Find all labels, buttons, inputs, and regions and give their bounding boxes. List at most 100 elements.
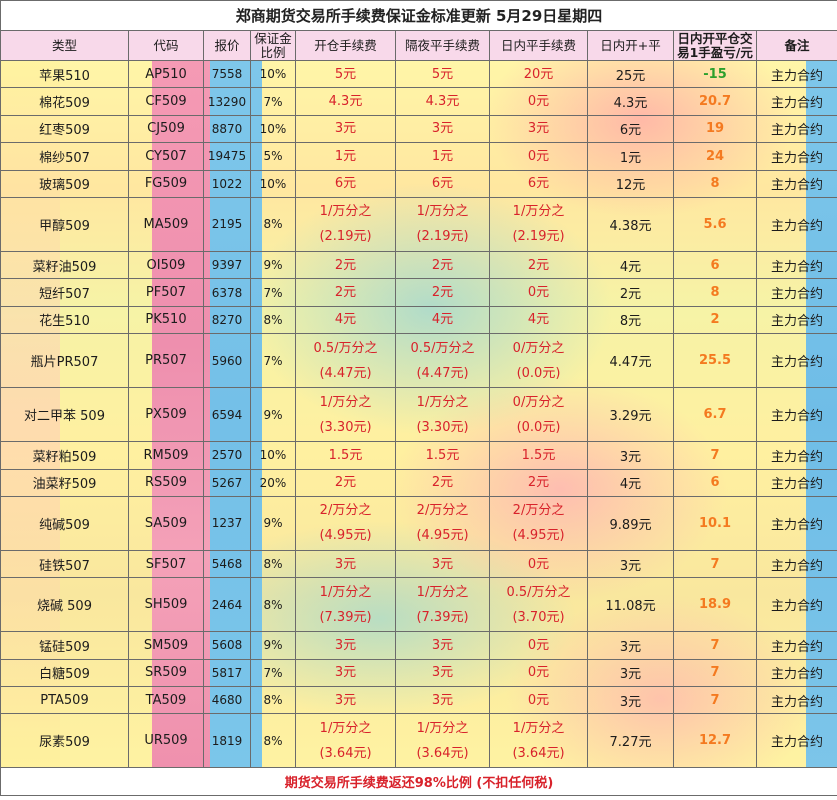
pnl-value: 7 xyxy=(673,549,757,579)
intraday-fee-line: (4.95元) xyxy=(512,528,565,544)
header-pnl-line2: 易1手盈亏/元 xyxy=(677,44,753,60)
intraday-fee-line: 2/万分之 xyxy=(512,503,565,519)
intraday-total: 9.89元 xyxy=(587,495,674,551)
quote-price: 1819 xyxy=(203,713,251,769)
open-fee-line: 2元 xyxy=(334,475,357,491)
footer-note: 期货交易所手续费返还98%比例 (不扣任何税) xyxy=(0,767,837,797)
open-fee-line: 3元 xyxy=(334,121,357,137)
quote-price: 9397 xyxy=(203,250,251,280)
product-code: SA509 xyxy=(128,495,204,551)
product-name: 甲醇509 xyxy=(0,196,129,252)
open-fee-line: (4.47元) xyxy=(319,365,372,381)
table-row: 棉纱507 CY507 19475 5% 1元 1元 0元 1元 24 主力合约 xyxy=(0,142,837,171)
overnight-fee-cell: 1/万分之 (7.39元) xyxy=(395,577,490,633)
open-fee-cell: 6元 xyxy=(295,169,396,198)
open-fee-cell: 1/万分之 (7.39元) xyxy=(295,577,396,633)
margin-ratio: 10% xyxy=(250,59,296,89)
open-fee-cell: 2元 xyxy=(295,468,396,497)
open-fee-line: 3元 xyxy=(334,637,357,653)
overnight-fee-cell: 1.5元 xyxy=(395,441,490,470)
open-fee-line: (3.30元) xyxy=(319,419,372,435)
overnight-fee-line: 2元 xyxy=(431,285,454,301)
pnl-value: 7 xyxy=(673,686,757,715)
overnight-fee-line: 5元 xyxy=(431,66,454,82)
overnight-fee-cell: 3元 xyxy=(395,549,490,579)
table-row: 棉花509 CF509 13290 7% 4.3元 4.3元 0元 4.3元 20.7 主力合约 xyxy=(0,87,837,116)
table-row: 锰硅509 SM509 5608 9% 3元 3元 0元 3元 7 主力合约 xyxy=(0,631,837,660)
margin-ratio: 9% xyxy=(250,250,296,280)
quote-price: 19475 xyxy=(203,142,251,171)
intraday-total: 4元 xyxy=(587,250,674,280)
product-name: 对二甲苯 509 xyxy=(0,387,129,443)
intraday-fee-line: 0元 xyxy=(527,665,550,681)
open-fee-cell: 1/万分之 (2.19元) xyxy=(295,196,396,252)
overnight-fee-line: (7.39元) xyxy=(416,609,469,625)
margin-ratio: 9% xyxy=(250,495,296,551)
product-code: SF507 xyxy=(128,549,204,579)
overnight-fee-line: 4元 xyxy=(431,312,454,328)
overnight-fee-line: 3元 xyxy=(431,692,454,708)
table-row: 油菜籽509 RS509 5267 20% 2元 2元 2元 4元 6 主力合约 xyxy=(0,468,837,497)
product-name: 花生510 xyxy=(0,305,129,335)
pnl-value: 2 xyxy=(673,305,757,335)
intraday-total: 11.08元 xyxy=(587,577,674,633)
quote-price: 8270 xyxy=(203,305,251,335)
note-main-contract: 主力合约 xyxy=(755,387,837,443)
intraday-fee-line: (3.70元) xyxy=(512,609,565,625)
product-name: 烧碱 509 xyxy=(0,577,129,633)
intraday-fee-line: 0元 xyxy=(527,692,550,708)
product-code: TA509 xyxy=(128,686,204,715)
quote-price: 5468 xyxy=(203,549,251,579)
open-fee-line: 1/万分之 xyxy=(319,584,372,600)
overnight-fee-line: 6元 xyxy=(431,176,454,192)
overnight-fee-cell: 1元 xyxy=(395,142,490,171)
intraday-total: 2元 xyxy=(587,278,674,307)
intraday-fee-line: 3元 xyxy=(527,121,550,137)
product-code: SH509 xyxy=(128,577,204,633)
note-main-contract: 主力合约 xyxy=(755,114,837,144)
note-main-contract: 主力合约 xyxy=(755,305,837,335)
margin-ratio: 8% xyxy=(250,713,296,769)
open-fee-cell: 1/万分之 (3.30元) xyxy=(295,387,396,443)
product-code: PR507 xyxy=(128,333,204,389)
overnight-fee-line: 1/万分之 xyxy=(416,394,469,410)
overnight-fee-cell: 0.5/万分之 (4.47元) xyxy=(395,333,490,389)
intraday-total: 4.3元 xyxy=(587,87,674,116)
header-price: 报价 xyxy=(203,30,251,61)
product-code: FG509 xyxy=(128,169,204,198)
intraday-total: 3元 xyxy=(587,441,674,470)
product-name: 纯碱509 xyxy=(0,495,129,551)
header-open-fee: 开仓手续费 xyxy=(295,30,396,61)
open-fee-line: 4元 xyxy=(334,312,357,328)
pnl-value: 12.7 xyxy=(673,713,757,769)
product-name: 油菜籽509 xyxy=(0,468,129,497)
intraday-fee-cell: 0元 xyxy=(489,686,588,715)
pnl-value: 24 xyxy=(673,142,757,171)
header-row: 类型 代码 报价 保证金 比例 开仓手续费 隔夜平手续费 日内平手续费 日内开+平… xyxy=(0,30,837,61)
intraday-total: 3元 xyxy=(587,686,674,715)
intraday-fee-line: 1/万分之 xyxy=(512,204,565,220)
table-row: 硅铁507 SF507 5468 8% 3元 3元 0元 3元 7 主力合约 xyxy=(0,549,837,579)
overnight-fee-cell: 5元 xyxy=(395,59,490,89)
open-fee-line: 1元 xyxy=(334,148,357,164)
table-row: 白糖509 SR509 5817 7% 3元 3元 0元 3元 7 主力合约 xyxy=(0,658,837,688)
quote-price: 1237 xyxy=(203,495,251,551)
product-code: CJ509 xyxy=(128,114,204,144)
intraday-fee-cell: 20元 xyxy=(489,59,588,89)
overnight-fee-line: 3元 xyxy=(431,665,454,681)
open-fee-line: 0.5/万分之 xyxy=(313,340,378,356)
intraday-fee-line: 0/万分之 xyxy=(512,340,565,356)
product-name: 硅铁507 xyxy=(0,549,129,579)
intraday-fee-cell: 0/万分之 (0.0元) xyxy=(489,387,588,443)
open-fee-cell: 1元 xyxy=(295,142,396,171)
intraday-fee-cell: 0元 xyxy=(489,87,588,116)
pnl-value: 5.6 xyxy=(673,196,757,252)
intraday-fee-line: 0.5/万分之 xyxy=(506,584,571,600)
intraday-fee-cell: 0.5/万分之 (3.70元) xyxy=(489,577,588,633)
intraday-total: 4元 xyxy=(587,468,674,497)
product-code: AP510 xyxy=(128,59,204,89)
product-name: 玻璃509 xyxy=(0,169,129,198)
table-row: 菜籽粕509 RM509 2570 10% 1.5元 1.5元 1.5元 3元 7 主力合约 xyxy=(0,441,837,470)
intraday-total: 8元 xyxy=(587,305,674,335)
quote-price: 5267 xyxy=(203,468,251,497)
